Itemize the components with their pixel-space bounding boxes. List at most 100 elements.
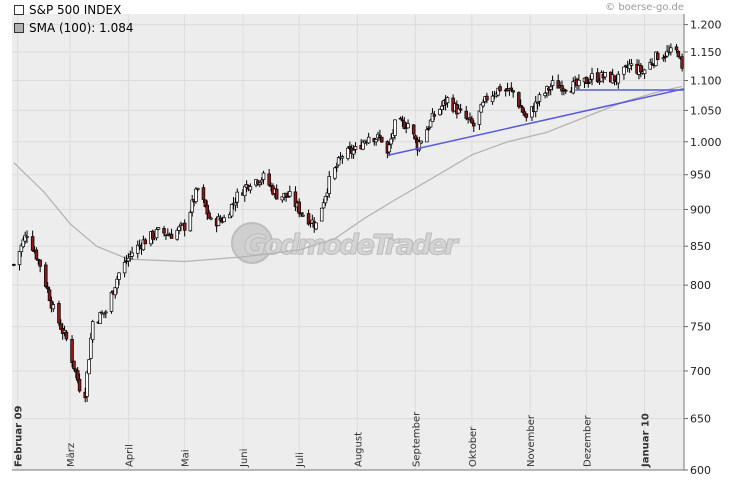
candle-body (548, 86, 553, 90)
candle-body (113, 287, 117, 296)
x-tick-label: November (526, 414, 537, 467)
candle-body (126, 257, 131, 262)
candle-body (642, 69, 647, 74)
candle-body (222, 217, 226, 223)
candle-body (353, 146, 358, 150)
candle-body (509, 87, 514, 91)
y-tick-label: 700 (690, 365, 711, 378)
candle-body (323, 195, 328, 204)
legend-label-sp500: S&P 500 INDEX (29, 3, 122, 17)
candle-body (117, 272, 121, 280)
candle-body (563, 89, 568, 92)
candle-body (47, 289, 52, 301)
candle-body (440, 105, 444, 110)
candle-body (233, 202, 238, 206)
candle-body (680, 56, 684, 69)
candle-body (590, 73, 594, 80)
candle-body (661, 57, 666, 60)
x-tick-label: April (124, 444, 135, 467)
trendline (387, 88, 685, 157)
candle-body (340, 156, 345, 159)
candle-body (334, 166, 339, 168)
candle-body (477, 110, 482, 125)
candle-body (571, 81, 576, 94)
candle-body (45, 286, 50, 290)
watermark-logo-icon (231, 222, 273, 264)
legend-item-sma: SMA (100): 1.084 (14, 21, 133, 35)
candle-body (336, 157, 341, 166)
gridlines (12, 14, 684, 471)
candle-body (464, 110, 469, 119)
candle-body (259, 179, 264, 183)
candle-body (57, 303, 61, 324)
y-tick-label: 850 (690, 240, 711, 253)
y-tick-label: 750 (690, 321, 711, 334)
candle-body (261, 172, 266, 180)
y-tick-label: 600 (690, 464, 711, 477)
candle-body (44, 264, 48, 287)
candle-body (301, 214, 305, 217)
y-tick-label: 950 (690, 169, 711, 182)
candle-body (400, 119, 405, 122)
candle-body (351, 149, 356, 155)
y-tick-label: 800 (690, 279, 711, 292)
candle-body (517, 92, 521, 108)
candle-body (425, 129, 429, 143)
x-tick-label: August (353, 432, 364, 467)
y-tick-label: 1.150 (690, 46, 722, 59)
candle-body (85, 371, 89, 397)
candle-body (288, 191, 292, 197)
x-tick-label: Januar 10 (641, 413, 652, 468)
candle-body (524, 113, 529, 118)
candle-body (104, 311, 108, 314)
candle-body (98, 312, 102, 324)
candle-body (417, 141, 422, 151)
candle-body (406, 123, 410, 129)
candle-body (319, 207, 324, 222)
candle-body (299, 212, 303, 215)
candle-body (458, 108, 463, 111)
candle-body (378, 135, 382, 138)
x-axis: Februar 09 März April Mai Juni Juli August Sept… (12, 405, 684, 471)
x-tick-label: Juli (295, 452, 306, 468)
x-tick-label: Mai (181, 449, 192, 467)
candle-body (413, 135, 418, 140)
candle-body (595, 72, 600, 83)
candle-body (12, 264, 16, 266)
candle-body (130, 252, 134, 257)
candle-body (248, 186, 253, 191)
candle-body (188, 212, 193, 232)
watermark-text: GodmodeTrader (244, 228, 460, 261)
candle-body (72, 360, 76, 370)
candle-body (25, 236, 29, 238)
y-tick-label: 1.000 (690, 136, 722, 149)
candle-body (70, 338, 74, 363)
candle-body (327, 176, 331, 194)
candle-body (411, 124, 416, 135)
candle-body (481, 101, 485, 107)
candle-body (143, 239, 148, 245)
candle-body (498, 86, 502, 92)
candle-body (472, 122, 476, 127)
candle-body (207, 212, 211, 219)
candle-body (333, 167, 337, 179)
candle-body (398, 117, 403, 120)
candle-body (38, 259, 42, 267)
candle-body (51, 304, 56, 310)
candle-body (445, 97, 450, 104)
legend-item-sp500: S&P 500 INDEX (14, 3, 121, 17)
candle-body (485, 95, 489, 101)
candle-body (389, 138, 393, 145)
candle-body (90, 321, 95, 341)
candle-body (141, 239, 146, 251)
legend-swatch-sma (14, 23, 24, 33)
candle-body (629, 63, 634, 66)
x-tick-label: Februar 09 (14, 405, 25, 467)
candle-body (535, 102, 540, 104)
candle-body (297, 201, 301, 214)
candle-body (432, 114, 437, 117)
candle-body (306, 213, 311, 225)
candle-body (89, 337, 93, 359)
candle-body (490, 95, 495, 103)
